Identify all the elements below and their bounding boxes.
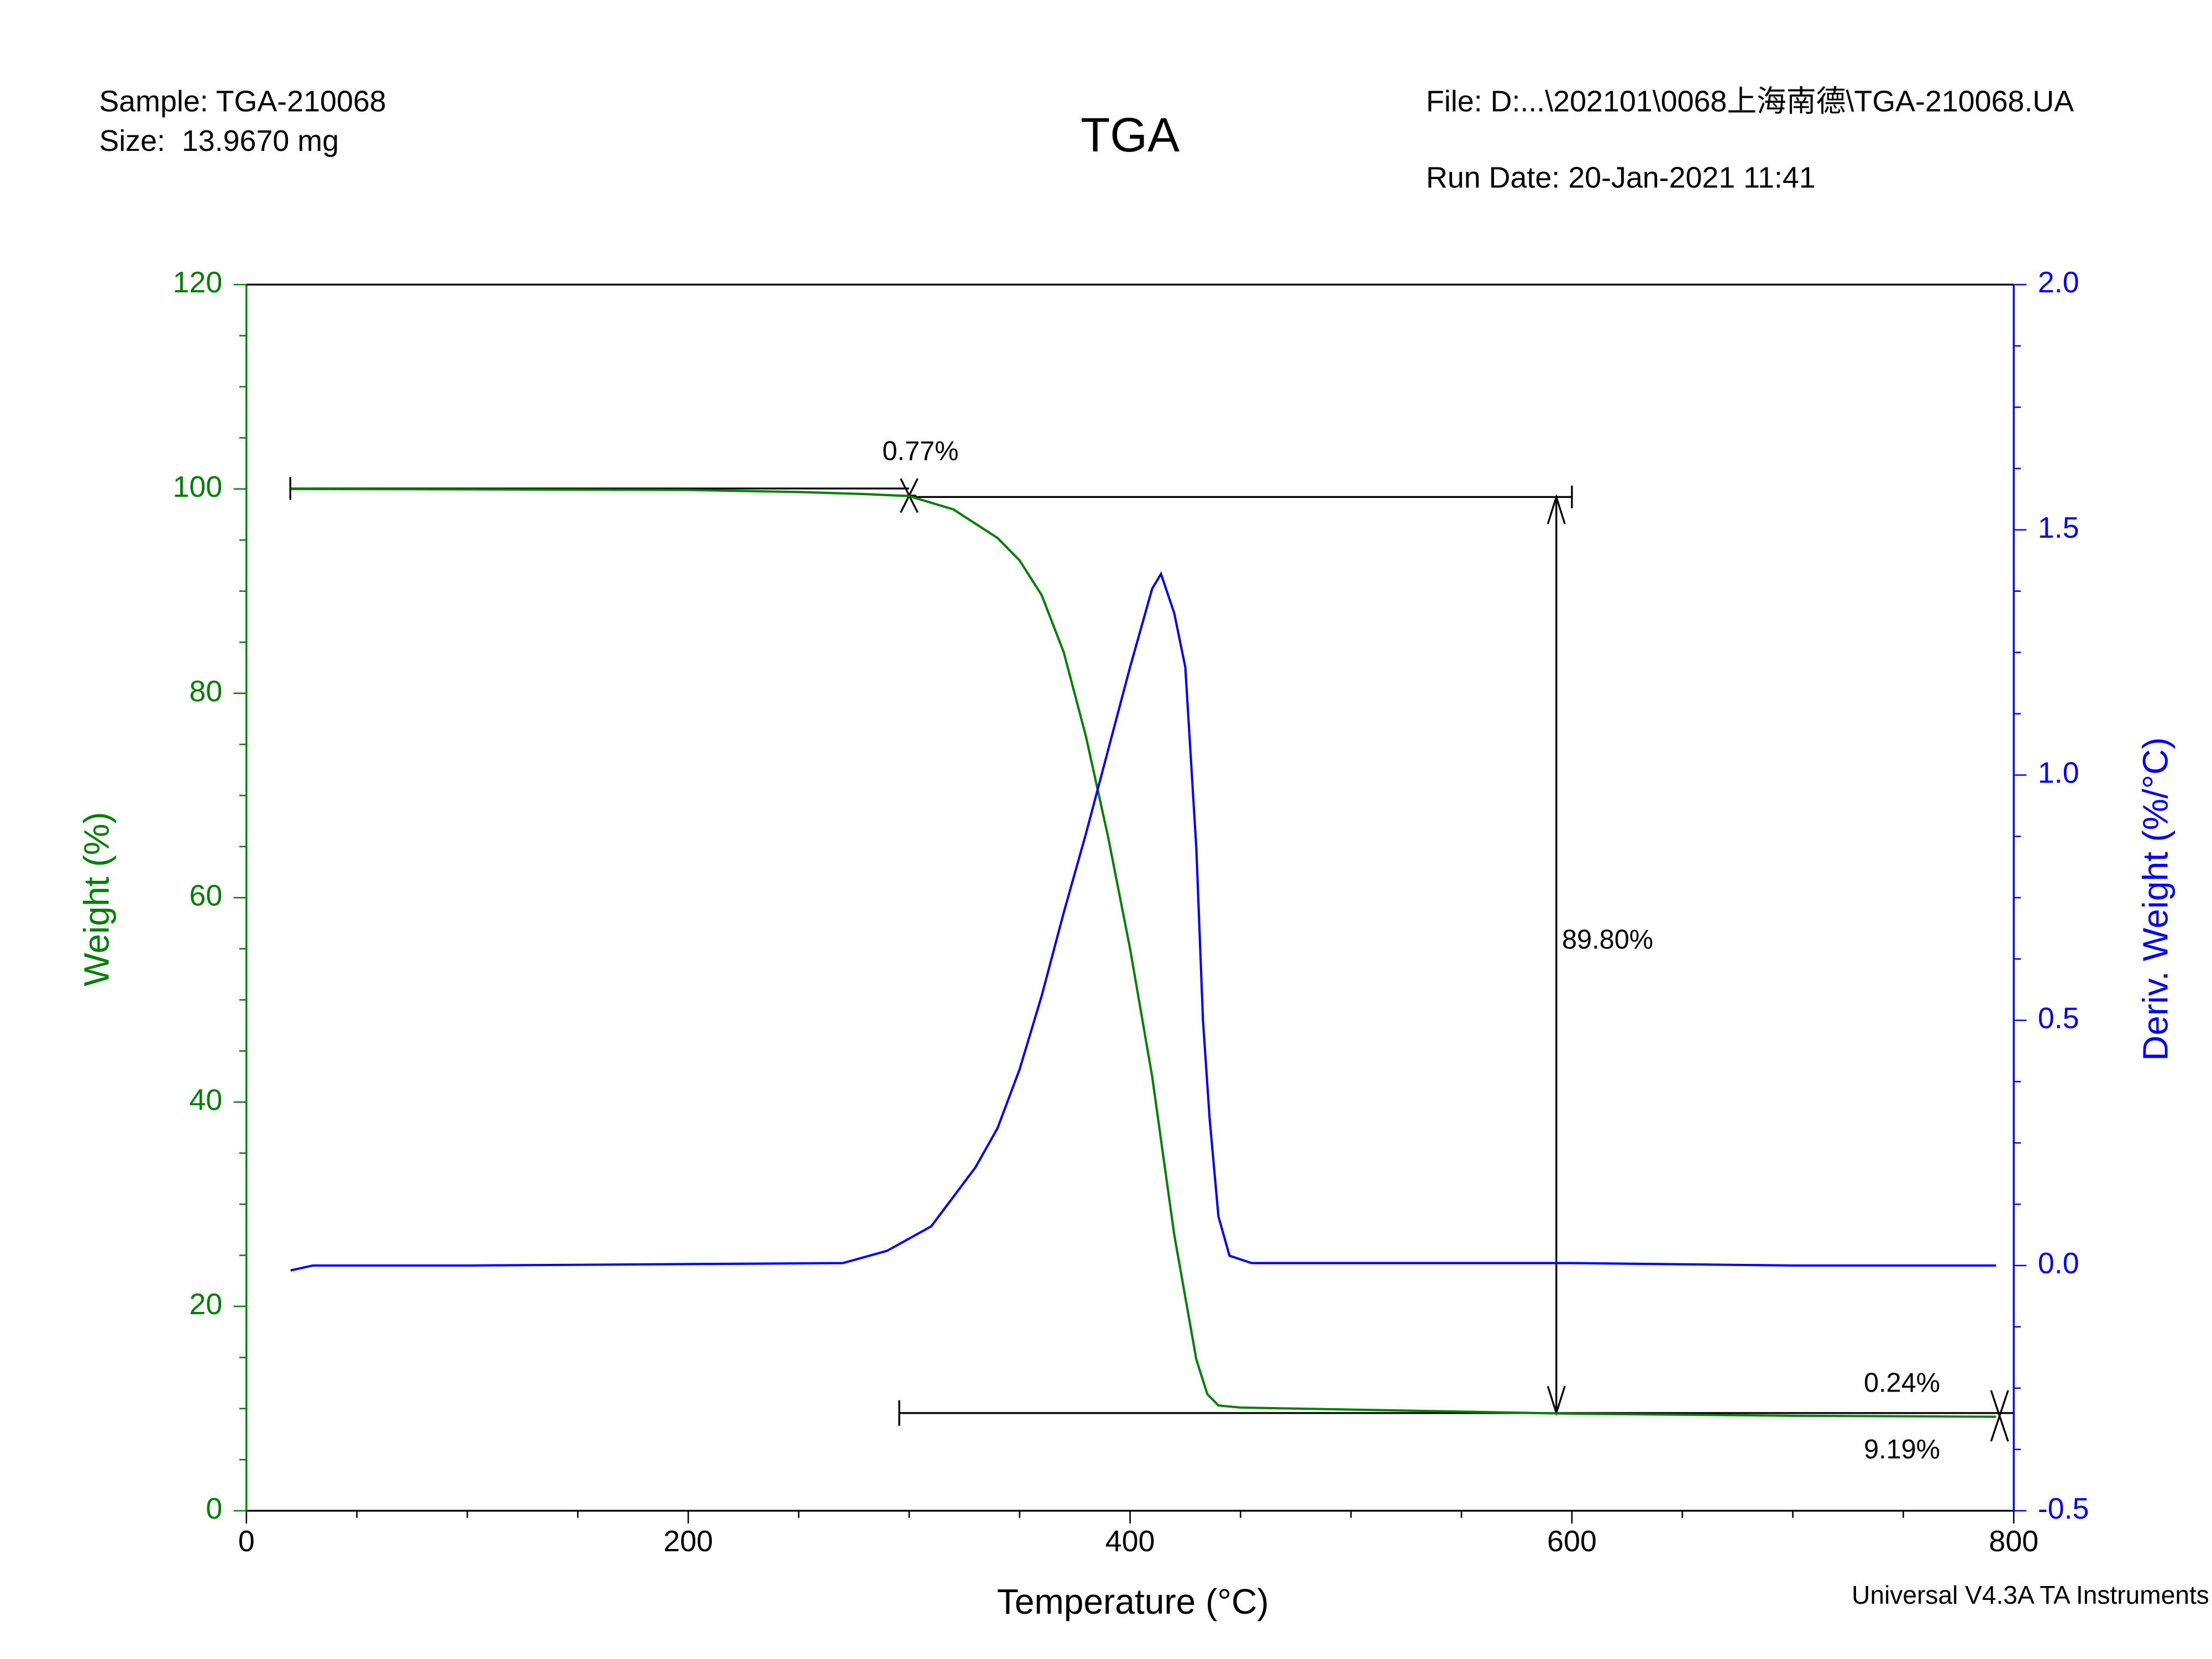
x-axis-label: Temperature (°C)	[997, 1582, 1269, 1621]
y-tick-label: 40	[189, 1083, 222, 1116]
chart-title: TGA	[1081, 108, 1180, 162]
y-tick-label: 60	[189, 879, 222, 912]
y2-tick-label: 2.0	[2038, 266, 2079, 299]
y2-tick-label: 0.0	[2038, 1247, 2079, 1280]
x-tick-label: 600	[1547, 1525, 1597, 1558]
sample: Sample: TGA-210068	[99, 85, 386, 118]
x-tick-label: 0	[238, 1525, 255, 1558]
x-tick-label: 200	[663, 1525, 713, 1558]
y2-tick-label: -0.5	[2038, 1492, 2089, 1525]
file: File: D:...\202101\0068上海南德\TGA-210068.U…	[1426, 85, 2074, 118]
series-line	[290, 487, 1996, 1418]
y2-tick-label: 0.5	[2038, 1001, 2079, 1035]
step-annotations	[289, 477, 2014, 1442]
annotation: 0.24%	[1864, 1368, 1940, 1398]
annotation: 89.80%	[1562, 925, 1653, 955]
y2-axis-label: Deriv. Weight (%/°C)	[2136, 737, 2176, 1061]
y2-tick-label: 1.0	[2038, 757, 2079, 790]
series-line	[290, 571, 1996, 1272]
run-date: Run Date: 20-Jan-2021 11:41	[1426, 161, 1816, 195]
x-tick-label: 400	[1105, 1525, 1155, 1558]
y-tick-label: 100	[172, 470, 222, 503]
x-tick-label: 800	[1989, 1525, 2038, 1558]
annotation: 9.19%	[1864, 1435, 1940, 1464]
y2-tick-label: 1.5	[2038, 511, 2079, 544]
y-axis-label: Weight (%)	[76, 812, 116, 986]
size: Size: 13.9670 mg	[99, 124, 339, 158]
y-tick-label: 80	[189, 675, 222, 708]
y-tick-label: 20	[189, 1288, 222, 1321]
y-tick-label: 120	[172, 266, 222, 299]
footer: Universal V4.3A TA Instruments	[1852, 1581, 2209, 1609]
step-lines	[289, 477, 2014, 1442]
y-tick-label: 0	[206, 1492, 222, 1525]
annotation: 0.77%	[882, 437, 958, 466]
